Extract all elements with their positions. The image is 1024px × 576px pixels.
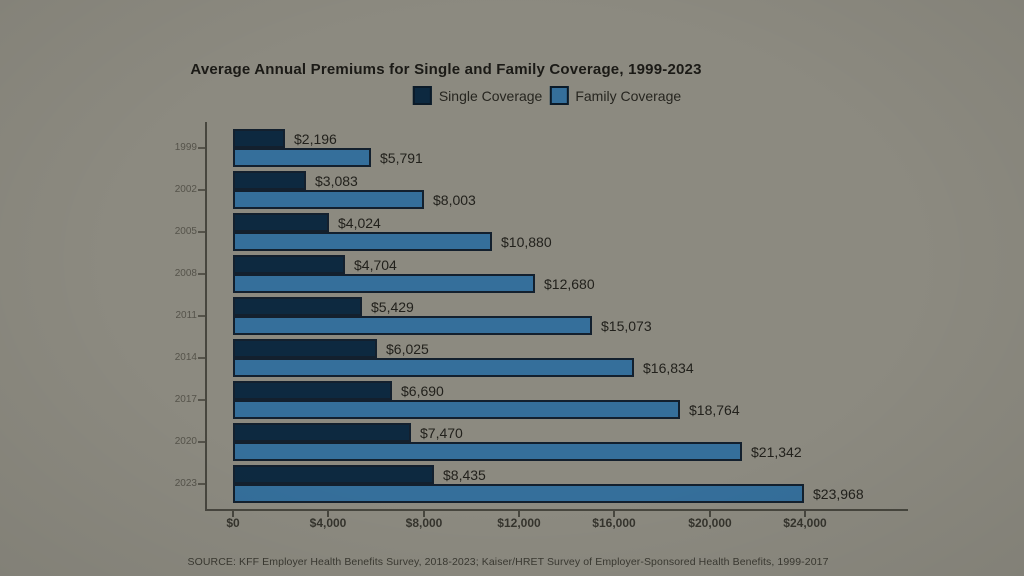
bar-value-single-2014: $6,025 [386,340,429,357]
bar-value-single-2008: $4,704 [354,256,397,273]
x-axis-tick-label-4000: $4,000 [309,516,347,530]
y-axis-line [205,122,207,511]
bar-value-family-2023: $23,968 [813,485,864,502]
x-axis-tick-label-24000: $24,000 [783,516,827,530]
year-label-2023: 2023 [174,478,197,489]
year-tick-2002 [198,189,205,191]
bar-value-family-2002: $8,003 [433,191,476,208]
x-axis-tick-label-20000: $20,000 [688,516,732,530]
legend-swatch-single-coverage [412,86,432,105]
bar-single-1999 [233,129,285,148]
year-tick-2008 [198,273,205,275]
x-axis-line [205,509,908,511]
year-label-2011: 2011 [175,310,197,321]
x-axis-tick-20000 [709,511,711,517]
bar-family-2014 [233,358,634,377]
bar-value-family-2011: $15,073 [601,317,652,334]
bar-value-single-2017: $6,690 [401,382,444,399]
bar-value-family-2014: $16,834 [643,359,694,376]
year-tick-2011 [198,315,205,317]
x-axis-tick-label-12000: $12,000 [497,516,541,530]
year-label-2020: 2020 [174,436,197,447]
year-label-1999: 1999 [174,142,197,153]
bar-family-2020 [233,442,742,461]
legend-label-single-coverage: Single Coverage [438,87,543,104]
bar-value-single-2005: $4,024 [338,214,381,231]
year-tick-2020 [198,441,205,443]
year-tick-2017 [198,399,205,401]
bar-single-2011 [233,297,362,316]
x-axis-tick-24000 [804,511,806,517]
bar-single-2023 [233,465,434,484]
bar-single-2020 [233,423,411,442]
x-axis-tick-8000 [423,511,425,517]
x-axis-tick-12000 [518,511,520,517]
bar-family-2011 [233,316,592,335]
year-tick-1999 [198,147,205,149]
x-axis-tick-label-8000: $8,000 [405,516,443,530]
bar-single-2014 [233,339,377,358]
x-axis-tick-0 [232,511,234,517]
bar-value-family-2005: $10,880 [501,233,552,250]
bar-value-family-2017: $18,764 [689,401,740,418]
year-label-2005: 2005 [174,226,197,237]
year-label-2008: 2008 [174,268,197,279]
bar-family-1999 [233,148,371,167]
bar-single-2002 [233,171,306,190]
bar-value-single-2002: $3,083 [315,172,358,189]
legend-label-family-coverage: Family Coverage [575,87,682,104]
chart-title: Average Annual Premiums for Single and F… [190,61,702,78]
bar-single-2017 [233,381,392,400]
bar-value-single-2023: $8,435 [443,466,486,483]
x-axis-tick-16000 [613,511,615,517]
year-tick-2023 [198,483,205,485]
bar-value-family-2020: $21,342 [751,443,802,460]
legend-swatch-family-coverage [549,86,569,105]
year-tick-2014 [198,357,205,359]
source-note: SOURCE: KFF Employer Health Benefits Sur… [187,556,829,568]
bar-value-single-2011: $5,429 [371,298,414,315]
bar-value-single-2020: $7,470 [420,424,463,441]
legend: Single Coverage Family Coverage [412,86,682,105]
bar-single-2008 [233,255,345,274]
bar-family-2023 [233,484,804,503]
x-axis-tick-4000 [327,511,329,517]
year-label-2002: 2002 [174,184,197,195]
year-label-2017: 2017 [174,394,197,405]
x-axis-tick-label-0: $0 [226,516,240,530]
bar-value-family-1999: $5,791 [380,149,423,166]
bar-value-single-1999: $2,196 [294,130,337,147]
bar-family-2002 [233,190,424,209]
year-tick-2005 [198,231,205,233]
bar-family-2008 [233,274,535,293]
year-label-2014: 2014 [174,352,197,363]
bar-single-2005 [233,213,329,232]
x-axis-tick-label-16000: $16,000 [592,516,636,530]
bar-value-family-2008: $12,680 [544,275,595,292]
bar-family-2017 [233,400,680,419]
bar-family-2005 [233,232,492,251]
